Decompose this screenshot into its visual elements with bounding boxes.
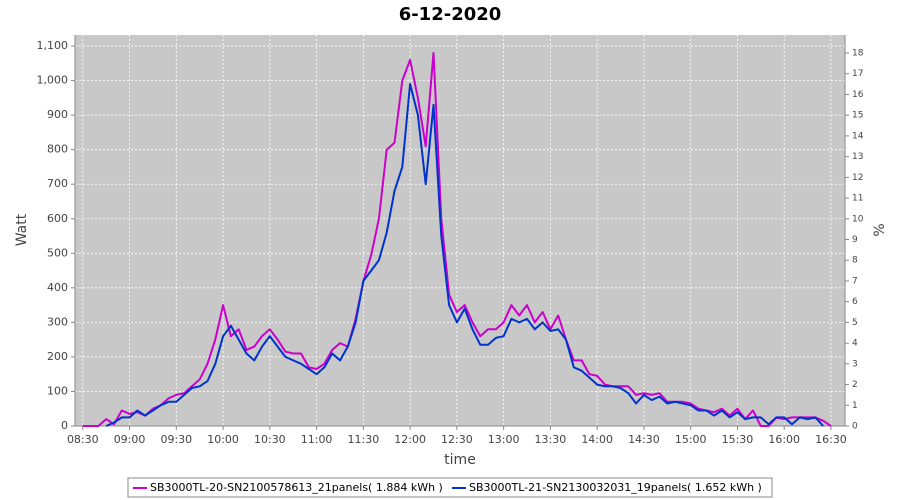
y2-tick-label: 6	[852, 297, 858, 307]
y-tick-label: 700	[47, 177, 68, 190]
x-tick-label: 15:00	[675, 433, 707, 446]
x-tick-label: 14:00	[581, 433, 613, 446]
x-tick-label: 16:30	[815, 433, 847, 446]
x-tick-label: 12:30	[441, 433, 473, 446]
y2-tick-label: 8	[852, 256, 858, 266]
y-tick-label: 100	[47, 384, 68, 397]
y2-tick-label: 12	[852, 173, 863, 183]
x-tick-label: 11:30	[348, 433, 380, 446]
y2-tick-label: 18	[852, 49, 864, 59]
y2-tick-label: 3	[852, 359, 858, 369]
y-tick-label: 1,100	[37, 39, 69, 52]
x-tick-label: 09:30	[160, 433, 192, 446]
y-tick-label: 600	[47, 212, 68, 225]
y2-tick-label: 0	[852, 422, 858, 432]
y2-tick-label: 1	[852, 401, 858, 411]
y2-tick-label: 14	[852, 131, 864, 141]
plot-area	[75, 35, 845, 426]
legend-text: SB3000TL-21-SN2130032031_19panels( 1.652…	[469, 481, 762, 494]
y2-tick-label: 17	[852, 69, 863, 79]
y-tick-label: 1,000	[37, 74, 69, 87]
x-tick-label: 12:00	[394, 433, 426, 446]
y2-tick-label: 16	[852, 90, 864, 100]
y2-tick-label: 9	[852, 235, 858, 245]
y-tick-label: 200	[47, 350, 68, 363]
x-tick-label: 15:30	[722, 433, 754, 446]
y-tick-label: 300	[47, 315, 68, 328]
x-axis-label: time	[444, 452, 476, 468]
y-tick-label: 0	[61, 419, 68, 432]
x-tick-label: 08:30	[67, 433, 99, 446]
y-axis-label: Watt	[14, 213, 30, 246]
y2-tick-label: 10	[852, 214, 864, 224]
y2-tick-label: 13	[852, 152, 863, 162]
x-tick-label: 16:00	[768, 433, 800, 446]
y2-tick-label: 2	[852, 380, 858, 390]
y2-tick-label: 4	[852, 339, 858, 349]
x-tick-label: 13:30	[535, 433, 567, 446]
y2-tick-label: 7	[852, 276, 858, 286]
x-tick-label: 10:00	[207, 433, 239, 446]
x-tick-label: 11:00	[301, 433, 333, 446]
chart-title: 6-12-2020	[399, 4, 502, 25]
x-tick-label: 13:00	[488, 433, 520, 446]
y-tick-label: 400	[47, 281, 68, 294]
y2-axis-label: %	[872, 223, 888, 236]
y-tick-label: 500	[47, 246, 68, 259]
y2-tick-label: 11	[852, 194, 863, 204]
x-tick-label: 14:30	[628, 433, 660, 446]
x-tick-label: 09:00	[114, 433, 146, 446]
y2-tick-label: 15	[852, 111, 863, 121]
y-tick-label: 900	[47, 108, 68, 121]
y2-tick-label: 5	[852, 318, 858, 328]
series-line	[105, 83, 824, 427]
x-tick-label: 10:30	[254, 433, 286, 446]
legend-box	[127, 477, 773, 498]
legend-text: SB3000TL-20-SN2100578613_21panels( 1.884…	[150, 481, 443, 494]
y-tick-label: 800	[47, 143, 68, 156]
